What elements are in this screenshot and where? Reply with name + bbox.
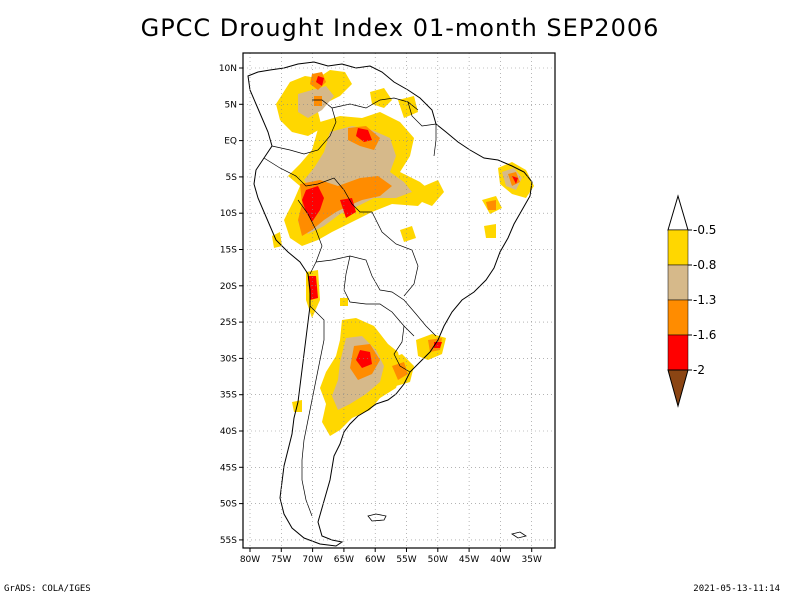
lon-tick-label: 60W xyxy=(365,555,385,565)
lat-tick-label: 45S xyxy=(220,463,237,473)
lon-tick-label: 50W xyxy=(428,555,448,565)
legend-colorbar: -0.5 -0.8 -1.3 -1.6 -2 xyxy=(667,194,716,408)
lat-tick-label: 25S xyxy=(220,318,237,328)
lon-tick-label: 70W xyxy=(302,555,322,565)
lat-tick-label: 5S xyxy=(226,173,238,183)
country-borders xyxy=(263,97,437,517)
lat-tick-label: 55S xyxy=(220,536,237,546)
legend-top-arrow xyxy=(667,194,689,231)
lat-tick-label: 20S xyxy=(220,282,237,292)
map-grid xyxy=(243,53,555,548)
lon-tick-label: 35W xyxy=(522,555,542,565)
lon-tick-label: 75W xyxy=(271,555,291,565)
drought-area xyxy=(398,96,418,118)
drought-area xyxy=(356,350,372,368)
lon-tick-label: 65W xyxy=(334,555,354,565)
islands xyxy=(367,513,527,539)
lat-tick-label: 15S xyxy=(220,246,237,256)
drought-shading xyxy=(272,70,534,436)
lat-tick-label: 50S xyxy=(220,500,237,510)
drought-area xyxy=(400,226,416,242)
lon-tick-label: 45W xyxy=(459,555,479,565)
legend-label: -2 xyxy=(693,363,705,377)
lat-tick-label: 35S xyxy=(220,391,237,401)
legend-label: -0.5 xyxy=(693,223,716,237)
drought-area xyxy=(316,76,324,86)
drought-area xyxy=(422,180,444,206)
legend-label: -1.3 xyxy=(693,293,716,307)
lat-tick-label: EQ xyxy=(224,137,237,147)
legend-label: -0.8 xyxy=(693,258,716,272)
footer-credit: GrADS: COLA/IGES xyxy=(4,584,91,594)
legend-band-3 xyxy=(667,299,689,336)
axis-ticks: 80W 75W 70W 65W 60W 55W 50W 45W 40W 35W 10N 5N EQ 5S 1… xyxy=(219,64,542,565)
drought-area xyxy=(370,88,392,108)
legend-bottom-arrow xyxy=(667,369,689,408)
legend-label: -1.6 xyxy=(693,328,716,342)
lon-tick-label: 80W xyxy=(240,555,260,565)
lon-tick-label: 55W xyxy=(396,555,416,565)
lat-tick-label: 10S xyxy=(220,209,237,219)
footer-timestamp: 2021-05-13-11:14 xyxy=(693,584,780,594)
drought-area xyxy=(356,128,372,142)
drought-area xyxy=(512,176,518,184)
legend-band-2 xyxy=(667,264,689,301)
drought-area xyxy=(486,200,496,210)
drought-area xyxy=(314,96,322,106)
map-title: GPCC Drought Index 01-month SEP2006 xyxy=(140,14,660,42)
lat-tick-label: 5N xyxy=(225,100,237,110)
lon-tick-label: 40W xyxy=(490,555,510,565)
drought-area xyxy=(392,362,408,380)
drought-area xyxy=(484,224,496,238)
lat-tick-label: 10N xyxy=(219,64,237,74)
map-frame xyxy=(242,52,556,549)
lat-tick-label: 40S xyxy=(220,427,237,437)
legend-band-1 xyxy=(667,229,689,266)
legend-band-4 xyxy=(667,334,689,371)
lat-tick-label: 30S xyxy=(220,354,237,364)
